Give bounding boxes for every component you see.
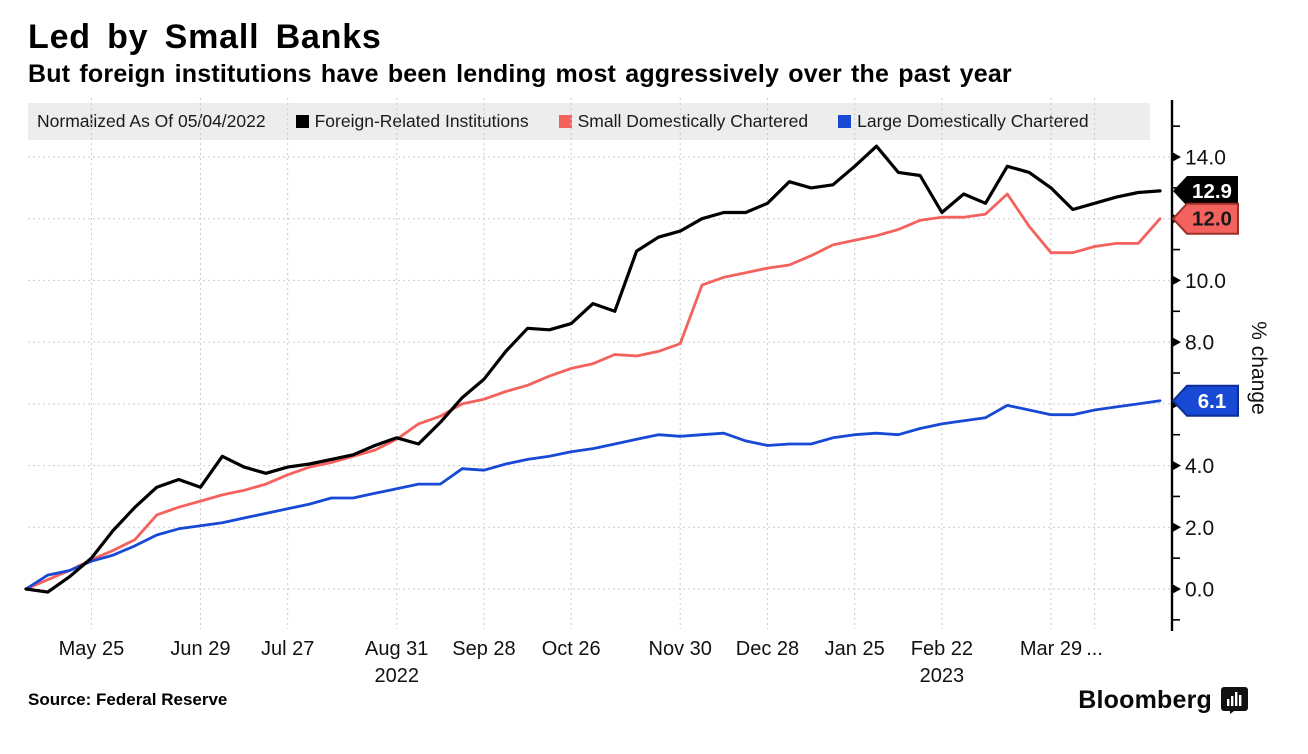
x-tick-label: Feb 22: [911, 638, 973, 660]
y-tick-label: 4.0: [1185, 455, 1214, 478]
legend-swatch-red-icon: [558, 115, 572, 128]
y-axis-major-tick: [1172, 460, 1181, 471]
legend-item-small-domestic: Small Domestically Chartered: [558, 111, 809, 132]
legend-item-foreign: Foreign-Related Institutions: [295, 111, 529, 132]
x-tick-label: May 25: [59, 638, 125, 660]
y-tick-label: 8.0: [1185, 332, 1214, 355]
y-axis-major-tick: [1172, 337, 1181, 348]
x-tick-label: Aug 31: [365, 638, 428, 660]
y-tick-label: 0.0: [1185, 579, 1214, 602]
x-tick-label: Mar 29: [1020, 638, 1082, 660]
end-value-badge-2: [1171, 384, 1239, 417]
end-value-label-1: 12.0: [1192, 208, 1232, 231]
x-tick-label: Oct 26: [542, 638, 601, 660]
x-tick-label: Jun 29: [170, 638, 230, 660]
y-axis-major-tick: [1172, 522, 1181, 533]
y-axis-major-tick: [1172, 584, 1181, 594]
bloomberg-wordmark: Bloomberg: [1078, 686, 1212, 714]
x-tick-label: Jan 25: [825, 638, 885, 660]
bloomberg-terminal-icon: [1221, 687, 1248, 714]
x-year-label: 2022: [374, 665, 419, 687]
legend-swatch-black-icon: [295, 115, 309, 128]
legend-item-large-domestic: Large Domestically Chartered: [838, 111, 1089, 132]
legend-swatch-blue-icon: [838, 115, 852, 128]
bloomberg-logo: Bloomberg: [1078, 686, 1248, 715]
y-tick-label: 10.0: [1185, 270, 1226, 293]
x-tick-label: Jul 27: [261, 638, 314, 660]
end-value-badge-1: [1171, 202, 1239, 235]
y-axis-major-tick: [1172, 275, 1181, 286]
end-value-label-2: 6.1: [1198, 390, 1227, 413]
page-title: Led by Small Banks: [28, 18, 382, 56]
x-year-label: 2023: [920, 665, 965, 687]
page-subtitle: But foreign institutions have been lendi…: [28, 60, 1012, 88]
end-value-label-0: 12.9: [1192, 180, 1232, 203]
series-line-1: [24, 192, 1162, 591]
source-note: Source: Federal Reserve: [28, 690, 228, 709]
x-tick-label: Sep 28: [452, 638, 515, 660]
legend-label: Large Domestically Chartered: [857, 111, 1089, 131]
y-axis-major-tick: [1172, 152, 1181, 163]
y-axis-title: % change: [1247, 321, 1270, 414]
series-line-2: [24, 399, 1162, 591]
x-tick-label: Nov 30: [649, 638, 712, 660]
legend-label: Small Domestically Chartered: [577, 111, 809, 131]
y-tick-label: 2.0: [1185, 517, 1214, 540]
x-tick-label: Dec 28: [736, 638, 799, 660]
legend-label: Foreign-Related Institutions: [314, 111, 529, 131]
series-line-0: [24, 144, 1162, 594]
legend-bar: Normalized As Of 05/04/2022 Foreign-Rela…: [28, 103, 1150, 140]
end-value-badge-0: [1173, 175, 1238, 206]
x-tick-label: ...: [1086, 638, 1103, 660]
legend-normalized-note: Normalized As Of 05/04/2022: [37, 111, 266, 131]
y-tick-label: 14.0: [1185, 147, 1226, 170]
